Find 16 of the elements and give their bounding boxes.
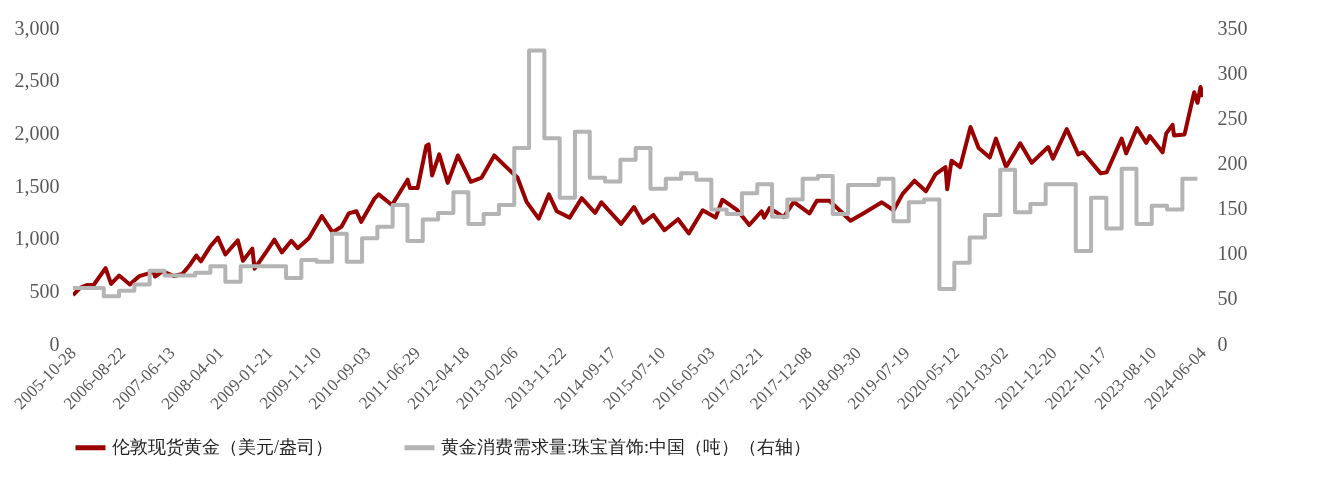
y2-tick-label: 100 xyxy=(1217,242,1248,265)
y2-tick-label: 250 xyxy=(1217,106,1248,129)
y-tick-label: 2,500 xyxy=(14,69,60,92)
y-tick-label: 1,000 xyxy=(14,227,60,250)
y2-tick-label: 150 xyxy=(1217,197,1248,220)
y2-tick-label: 300 xyxy=(1217,61,1248,84)
y2-tick-label: 50 xyxy=(1217,287,1238,310)
legend-label: 伦敦现货黄金（美元/盎司） xyxy=(112,436,334,457)
y-tick-label: 1,500 xyxy=(14,174,60,197)
y-tick-label: 3,000 xyxy=(14,16,60,39)
y-tick-label: 500 xyxy=(29,279,60,302)
y2-tick-label: 200 xyxy=(1217,151,1248,174)
y-tick-label: 2,000 xyxy=(14,121,60,144)
y2-tick-label: 350 xyxy=(1217,16,1248,39)
legend-label: 黄金消费需求量:珠宝首饰:中国（吨）（右轴） xyxy=(441,436,812,457)
y2-tick-label: 0 xyxy=(1217,332,1228,355)
